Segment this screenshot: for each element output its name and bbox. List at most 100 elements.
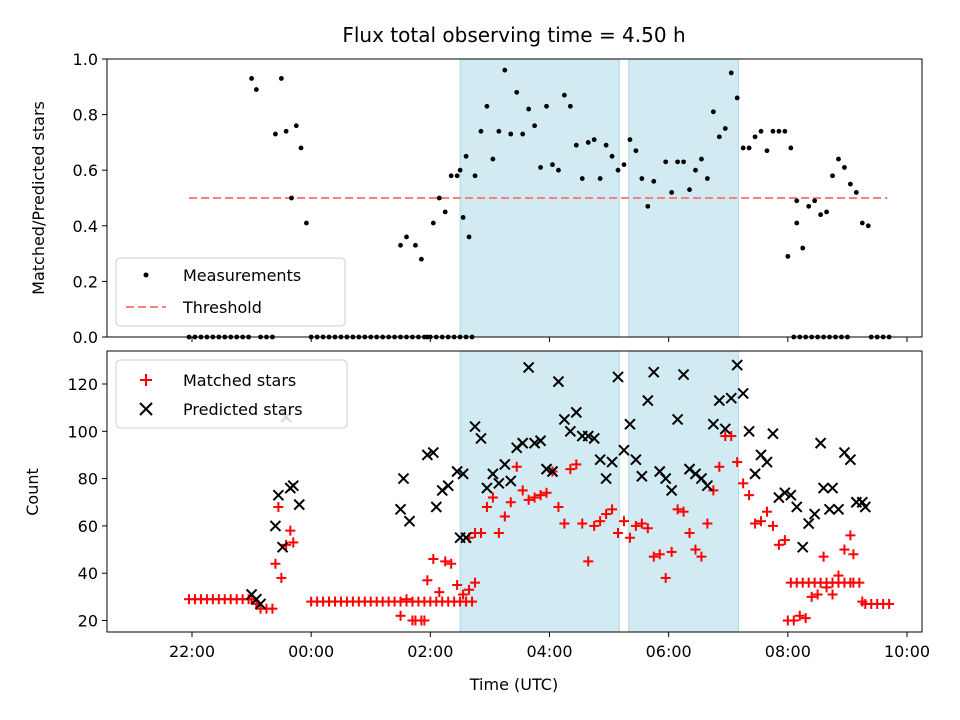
measurement-point: [621, 162, 627, 168]
measurement-point: [710, 109, 716, 115]
matched-star-point: [446, 558, 457, 569]
measurement-point: [663, 159, 669, 165]
matched-star-point: [401, 594, 412, 605]
measurement-point: [699, 156, 704, 162]
predicted-star-point: [546, 465, 559, 478]
matched-star-point: [553, 501, 564, 512]
measurement-point: [806, 203, 812, 209]
top-legend-box: [115, 257, 346, 327]
predicted-star-point: [287, 479, 299, 492]
matched-star-point: [800, 613, 811, 624]
matched-star-point: [273, 501, 284, 512]
measurement-point: [830, 173, 835, 179]
matched-star-point: [726, 431, 737, 442]
matched-star-point: [848, 549, 859, 560]
predicted-star-point: [522, 361, 535, 374]
legend-label-matched: Matched stars: [183, 371, 296, 390]
measurement-point: [526, 106, 532, 112]
top-y-tick-label: 0.8: [73, 106, 98, 125]
matched-star-point: [839, 544, 850, 555]
top-y-tick-label: 0.2: [73, 272, 98, 291]
measurement-point: [669, 190, 675, 195]
top-y-tick-label: 1.0: [73, 50, 98, 69]
matched-star-point: [511, 461, 522, 472]
matched-star-point: [794, 610, 805, 621]
matched-star-point: [440, 556, 451, 567]
matched-star-point: [270, 558, 281, 569]
measurement-point: [651, 178, 657, 184]
predicted-star-point: [731, 359, 743, 371]
predicted-star-point: [826, 482, 839, 494]
measurement-point: [454, 173, 460, 179]
measurement-point: [283, 128, 289, 134]
predicted-star-point: [600, 472, 612, 485]
measurement-point: [544, 103, 549, 109]
measurement-point: [298, 145, 304, 151]
matched-star-point: [821, 582, 832, 593]
matched-star-point: [750, 518, 761, 529]
measurement-point: [585, 140, 591, 145]
matched-star-point: [624, 532, 635, 543]
predicted-star-point: [397, 472, 410, 485]
matched-star-point: [589, 520, 600, 531]
measurement-point: [764, 148, 770, 154]
measurement-point: [398, 242, 403, 248]
legend-label-threshold: Threshold: [182, 298, 262, 317]
predicted-star-point: [785, 489, 797, 501]
predicted-star-point: [516, 437, 529, 449]
matched-star-point: [267, 603, 278, 614]
predicted-star-point: [636, 470, 648, 482]
matched-star-point: [601, 509, 612, 520]
predicted-star-point: [832, 503, 845, 516]
matched-star-point: [696, 551, 707, 562]
bottom-x-tick-label: 08:00: [765, 642, 811, 661]
predicted-star-point: [475, 432, 487, 445]
matched-star-point: [464, 584, 475, 595]
predicted-star-point: [707, 418, 720, 430]
predicted-star-point: [534, 435, 547, 447]
predicted-star-point: [719, 423, 731, 435]
measurement-point: [865, 223, 871, 229]
matched-star-point: [613, 527, 624, 538]
predicted-star-point: [582, 430, 594, 442]
measurement-point: [740, 145, 746, 151]
matched-star-point: [470, 577, 481, 588]
predicted-star-point: [481, 482, 493, 494]
measurement-point: [675, 159, 681, 165]
predicted-star-point: [671, 413, 684, 426]
measurement-point: [466, 234, 472, 240]
top-panel: 0.0 0.2 0.4 0.6 0.8 1.0 Flux total observing …: [29, 23, 923, 347]
matched-star-point: [833, 570, 844, 581]
measurement-point: [520, 131, 526, 137]
predicted-star-point: [469, 420, 481, 433]
measurement-point: [293, 123, 299, 129]
measurement-point: [430, 220, 436, 226]
predicted-star-point: [618, 444, 630, 456]
measurement-point: [514, 89, 520, 95]
predicted-star-point: [570, 406, 583, 419]
predicted-star-point: [403, 515, 416, 527]
predicted-star-point: [442, 479, 454, 492]
matched-star-point: [529, 492, 540, 503]
measurement-point: [788, 145, 794, 151]
bottom-legend-box: [115, 359, 348, 429]
measurement-point: [457, 167, 463, 173]
bottom-x-tick-label: 10:00: [884, 642, 930, 661]
measurement-point: [824, 209, 829, 215]
bottom-y-tick-label: 20: [78, 612, 98, 631]
matched-star-point: [505, 497, 516, 508]
predicted-star-point: [737, 387, 749, 400]
bottom-x-ticks: 22:00 00:00 02:00 04:00 06:00 08:00 10:00: [169, 632, 930, 661]
measurement-point: [442, 209, 448, 215]
measurement-point: [249, 76, 254, 81]
predicted-star-point: [588, 432, 600, 445]
measurement-point: [722, 126, 728, 131]
predicted-star-point: [817, 482, 830, 494]
measurement-point: [502, 67, 508, 73]
matched-star-point: [467, 596, 478, 607]
predicted-star-point: [624, 418, 636, 430]
measurement-point: [567, 103, 573, 109]
bottom-x-tick-label: 04:00: [526, 642, 572, 661]
legend-marker-predicted: [139, 402, 153, 416]
